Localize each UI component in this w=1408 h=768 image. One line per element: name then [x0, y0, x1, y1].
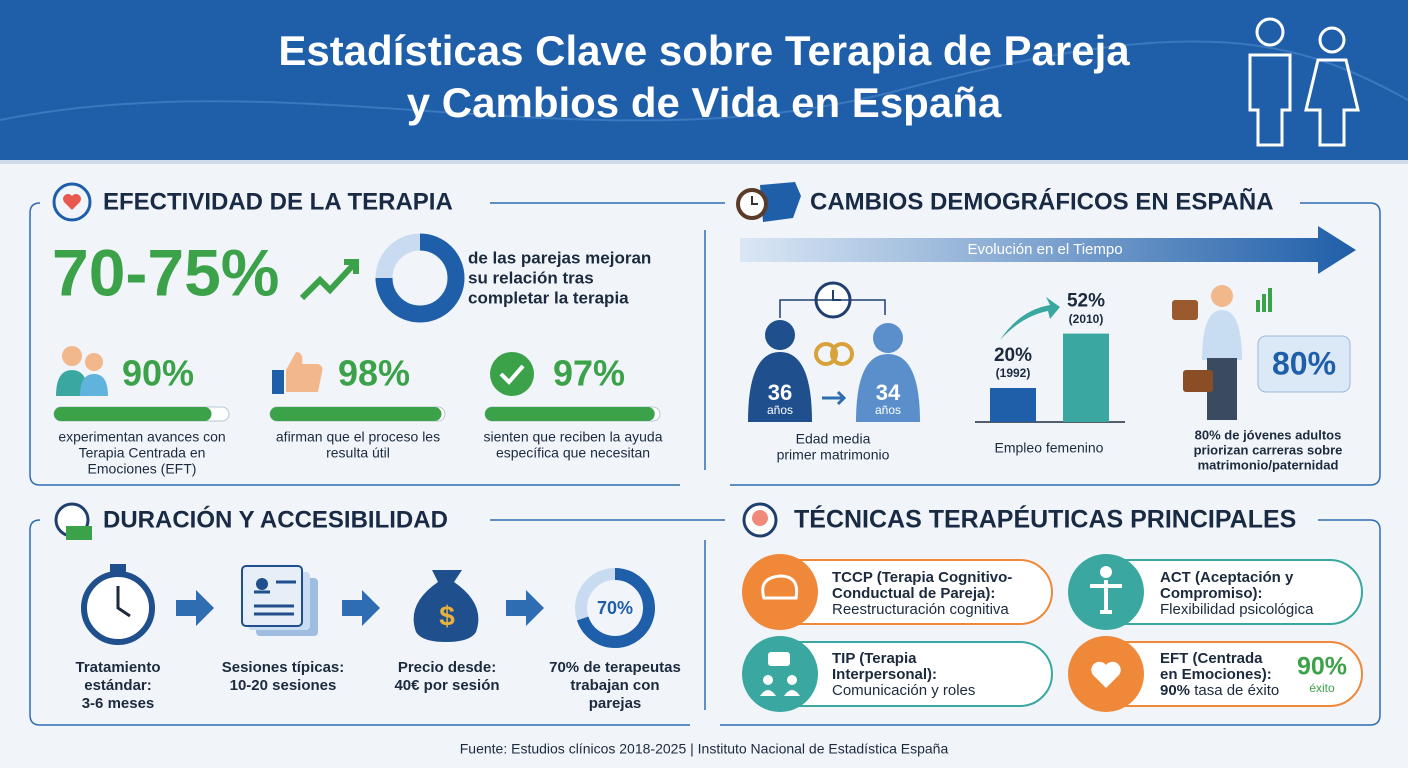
couple-small-icon [56, 346, 108, 396]
stat-box [1257, 335, 1351, 393]
technique-name: Compromiso): [1160, 585, 1263, 602]
caption: primer matrimonio [777, 447, 890, 463]
header-wave [0, 40, 1408, 122]
spain-clock-icon [736, 182, 801, 222]
caption: Edad media [796, 431, 871, 447]
bar-label: 52% [1067, 291, 1105, 312]
step-text: 70% de terapeutas [549, 659, 681, 676]
stat-value: 90% [122, 353, 194, 394]
technique-badge: 90% [1297, 653, 1347, 681]
donut-arc [575, 568, 655, 648]
career-icon [1172, 285, 1272, 420]
bar-year: (2010) [1069, 312, 1104, 326]
technique-name: en Emociones): [1160, 666, 1272, 683]
section-title: DURACIÓN Y ACCESIBILIDAD [103, 505, 448, 533]
timeline-label: Evolución en el Tiempo [967, 241, 1122, 258]
step-text: Sesiones típicas: [222, 659, 345, 676]
caption: 80% de jóvenes adultos [1195, 427, 1342, 442]
donut-label: 70% [597, 598, 633, 618]
step-text: Tratamiento [75, 659, 160, 676]
step-text: 3-6 meses [82, 695, 155, 712]
trend-icon [299, 259, 359, 301]
stat-text: sienten que reciben la ayuda [483, 429, 662, 445]
stopwatch-icon [54, 502, 92, 540]
section-title: CAMBIOS DEMOGRÁFICOS EN ESPAÑA [810, 187, 1274, 215]
duration-icons: $ [81, 564, 544, 645]
technique-desc: Comunicación y roles [832, 682, 975, 699]
thumbs-icon [272, 352, 323, 394]
header-rule [0, 160, 1408, 164]
age-unit: años [767, 403, 793, 417]
stat-value: 97% [553, 353, 625, 394]
technique-desc-stat: 90% [1160, 682, 1190, 699]
technique-pills [742, 554, 1363, 712]
heart-head-icon [52, 182, 92, 222]
progress-bar [270, 407, 442, 421]
stat-text: Terapia Centrada en [79, 445, 206, 461]
age: 34 [876, 380, 901, 405]
progress-bar [54, 407, 212, 421]
age: 36 [768, 380, 792, 405]
section-title: TÉCNICAS TERAPÉUTICAS PRINCIPALES [794, 505, 1296, 534]
stat-text: de las parejas mejoran [468, 248, 651, 267]
donut-arc [375, 233, 465, 323]
step-text: 40€ por sesión [394, 677, 499, 694]
progress-bar [485, 407, 655, 421]
stat-text: Emociones (EFT) [88, 461, 197, 477]
employment-bar [1063, 333, 1109, 422]
step-text: 10-20 sesiones [230, 677, 337, 694]
panel-frames [29, 202, 1381, 726]
stat-text: específica que necesitan [496, 445, 650, 461]
step-text: Precio desde: [398, 659, 496, 676]
technique-name: ACT (Aceptación y [1160, 569, 1294, 586]
caption: matrimonio/paternidad [1198, 457, 1339, 472]
growth-arrow [1000, 297, 1060, 340]
technique-name: EFT (Centrada [1160, 650, 1263, 667]
couple-icon [1248, 17, 1360, 147]
technique-desc: Reestructuración cognitiva [832, 601, 1009, 618]
stat-text: afirman que el proceso les [276, 429, 440, 445]
timeline-arrow [740, 226, 1356, 274]
technique-desc: 90% tasa de éxito [1160, 682, 1279, 699]
section-title: EFECTIVIDAD DE LA TERAPIA [103, 188, 453, 215]
bar-year: (1992) [996, 366, 1031, 380]
marriage-icons [748, 281, 920, 422]
step-text: parejas [589, 695, 642, 712]
step-text: trabajan con [570, 677, 659, 694]
footer: Fuente: Estudios clínicos 2018-2025 | In… [460, 741, 949, 757]
stat-text: su relación tras [468, 268, 594, 287]
employment-bar [990, 388, 1036, 422]
technique-badge-sub: éxito [1309, 681, 1335, 695]
title: y Cambios de Vida en España [407, 79, 1002, 126]
technique-name: Interpersonal): [832, 666, 937, 683]
check-badge-icon [490, 352, 534, 396]
stat-text: experimentan avances con [58, 429, 225, 445]
age-unit: años [875, 403, 901, 417]
technique-desc: Flexibilidad psicológica [1160, 601, 1314, 618]
technique-desc-text: tasa de éxito [1190, 682, 1279, 699]
career-stat: 80% [1272, 345, 1336, 381]
title: Estadísticas Clave sobre Terapia de Pare… [278, 27, 1130, 74]
technique-name: Conductual de Pareja): [832, 585, 995, 602]
technique-name: TCCP (Terapia Cognitivo- [832, 569, 1012, 586]
caption: Empleo femenino [995, 440, 1104, 456]
stat-value: 98% [338, 353, 410, 394]
main-stat: 70-75% [52, 235, 280, 309]
brain-icon [742, 502, 778, 538]
technique-name: TIP (Terapia [832, 650, 917, 667]
header-bg [0, 0, 1408, 160]
bar-label: 20% [994, 345, 1032, 366]
stat-text: resulta útil [326, 445, 390, 461]
step-text: estándar: [84, 677, 152, 694]
svg-text:$: $ [439, 600, 455, 631]
caption: priorizan carreras sobre [1194, 442, 1343, 457]
stat-text: completar la terapia [468, 288, 629, 307]
